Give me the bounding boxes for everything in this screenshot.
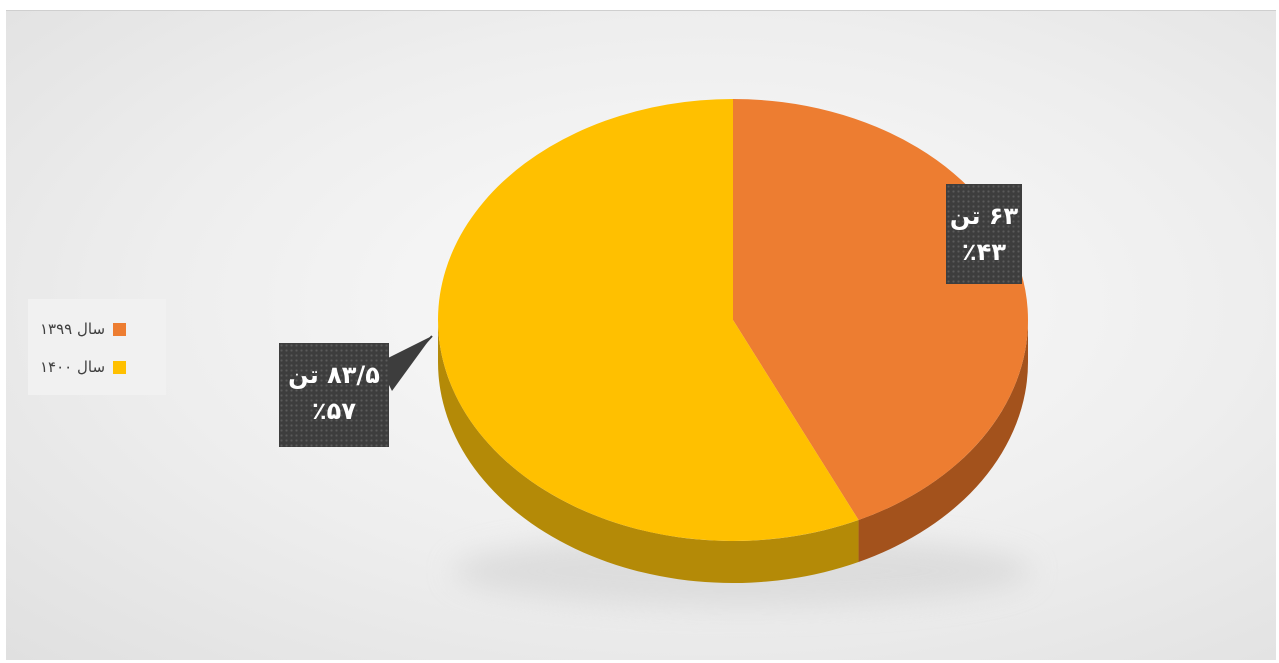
data-label-1399: ۶۳ تن ٪۴۳ — [946, 184, 1022, 284]
legend-label: سال ۱۴۰۰ — [40, 358, 106, 376]
legend-swatch — [113, 360, 127, 374]
chart-area: ۶۳ تن ٪۴۳ ۸۳/۵ تن ٪۵۷ سال ۱۳۹۹ سال ۱۴۰۰ — [6, 10, 1276, 660]
callout-pointer — [378, 336, 432, 391]
data-label-1400: ۸۳/۵ تن ٪۵۷ — [279, 343, 389, 447]
legend: سال ۱۳۹۹ سال ۱۴۰۰ — [28, 299, 166, 395]
pie-slice-سال-۱۴۰۰ — [438, 99, 859, 541]
legend-swatch — [113, 322, 127, 336]
data-label-value: ۸۳/۵ تن — [288, 361, 380, 389]
data-label-value: ۶۳ تن — [949, 202, 1019, 230]
pie-chart — [378, 99, 1032, 607]
data-label-percent: ٪۵۷ — [312, 397, 356, 425]
pie-slice-side-سال-۱۴۰۰ — [438, 320, 859, 583]
legend-item-1399: سال ۱۳۹۹ — [40, 319, 127, 339]
pie-slice-side-سال-۱۳۹۹ — [858, 320, 1028, 562]
data-label-percent: ٪۴۳ — [962, 238, 1006, 266]
legend-label: سال ۱۳۹۹ — [40, 320, 106, 338]
legend-item-1400: سال ۱۴۰۰ — [40, 357, 127, 377]
